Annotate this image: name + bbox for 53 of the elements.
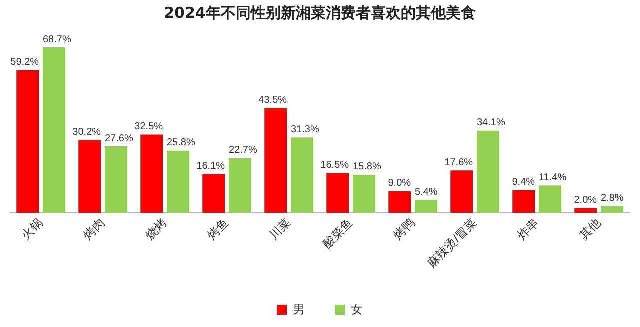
x-tick-label: 烤鸭 (390, 216, 418, 243)
bar (326, 173, 350, 214)
bar (264, 108, 288, 214)
data-label: 11.4% (538, 172, 567, 184)
data-label: 16.1% (196, 161, 226, 172)
data-label: 30.2% (72, 127, 102, 138)
bar (78, 140, 102, 214)
x-tick-label: 火锅 (18, 216, 46, 243)
bar (574, 208, 598, 214)
bar (166, 150, 190, 214)
data-label: 68.7% (42, 34, 72, 46)
data-label: 59.2% (10, 57, 40, 68)
bar (512, 190, 536, 214)
x-tick-label: 其他 (576, 216, 604, 243)
bar (352, 174, 376, 214)
data-label: 32.5% (134, 121, 164, 132)
bar (600, 206, 624, 214)
data-label: 31.3% (290, 124, 320, 136)
data-label: 5.4% (414, 186, 438, 198)
data-label: 2.0% (574, 194, 598, 206)
bar (290, 138, 314, 214)
data-label: 15.8% (352, 162, 382, 173)
data-label: 27.6% (104, 133, 134, 144)
x-tick-label: 烤肉 (80, 216, 108, 243)
bar (202, 174, 226, 214)
x-tick-label: 烧烤 (142, 216, 170, 243)
x-tick-label: 川菜 (266, 216, 294, 243)
x-tick-label: 麻辣烫/冒菜 (424, 216, 480, 270)
bar (450, 170, 474, 214)
data-label: 43.5% (258, 95, 288, 106)
data-label: 34.1% (476, 118, 506, 129)
x-tick-label: 烤鱼 (204, 216, 232, 243)
chart-title: 2024年不同性别新湘菜消费者喜欢的其他美食 (163, 3, 477, 24)
x-tick-label: 酸菜鱼 (320, 216, 356, 252)
data-label: 9.0% (388, 178, 412, 190)
bar (16, 70, 40, 214)
bar (476, 130, 500, 214)
bar (140, 134, 164, 214)
data-label: 9.4% (512, 177, 536, 188)
bar (538, 186, 562, 214)
x-tick-label: 炸串 (514, 216, 542, 243)
data-label: 2.8% (600, 193, 624, 204)
legend-label: 女 (351, 302, 363, 316)
data-label: 16.5% (320, 160, 350, 172)
bar (42, 48, 66, 214)
data-label: 17.6% (444, 157, 474, 168)
bar (388, 191, 412, 214)
legend-label: 男 (293, 302, 305, 316)
data-label: 22.7% (228, 145, 258, 156)
data-label: 25.8% (166, 138, 196, 149)
bar (228, 158, 252, 214)
bar (414, 200, 438, 214)
bar (104, 146, 128, 214)
